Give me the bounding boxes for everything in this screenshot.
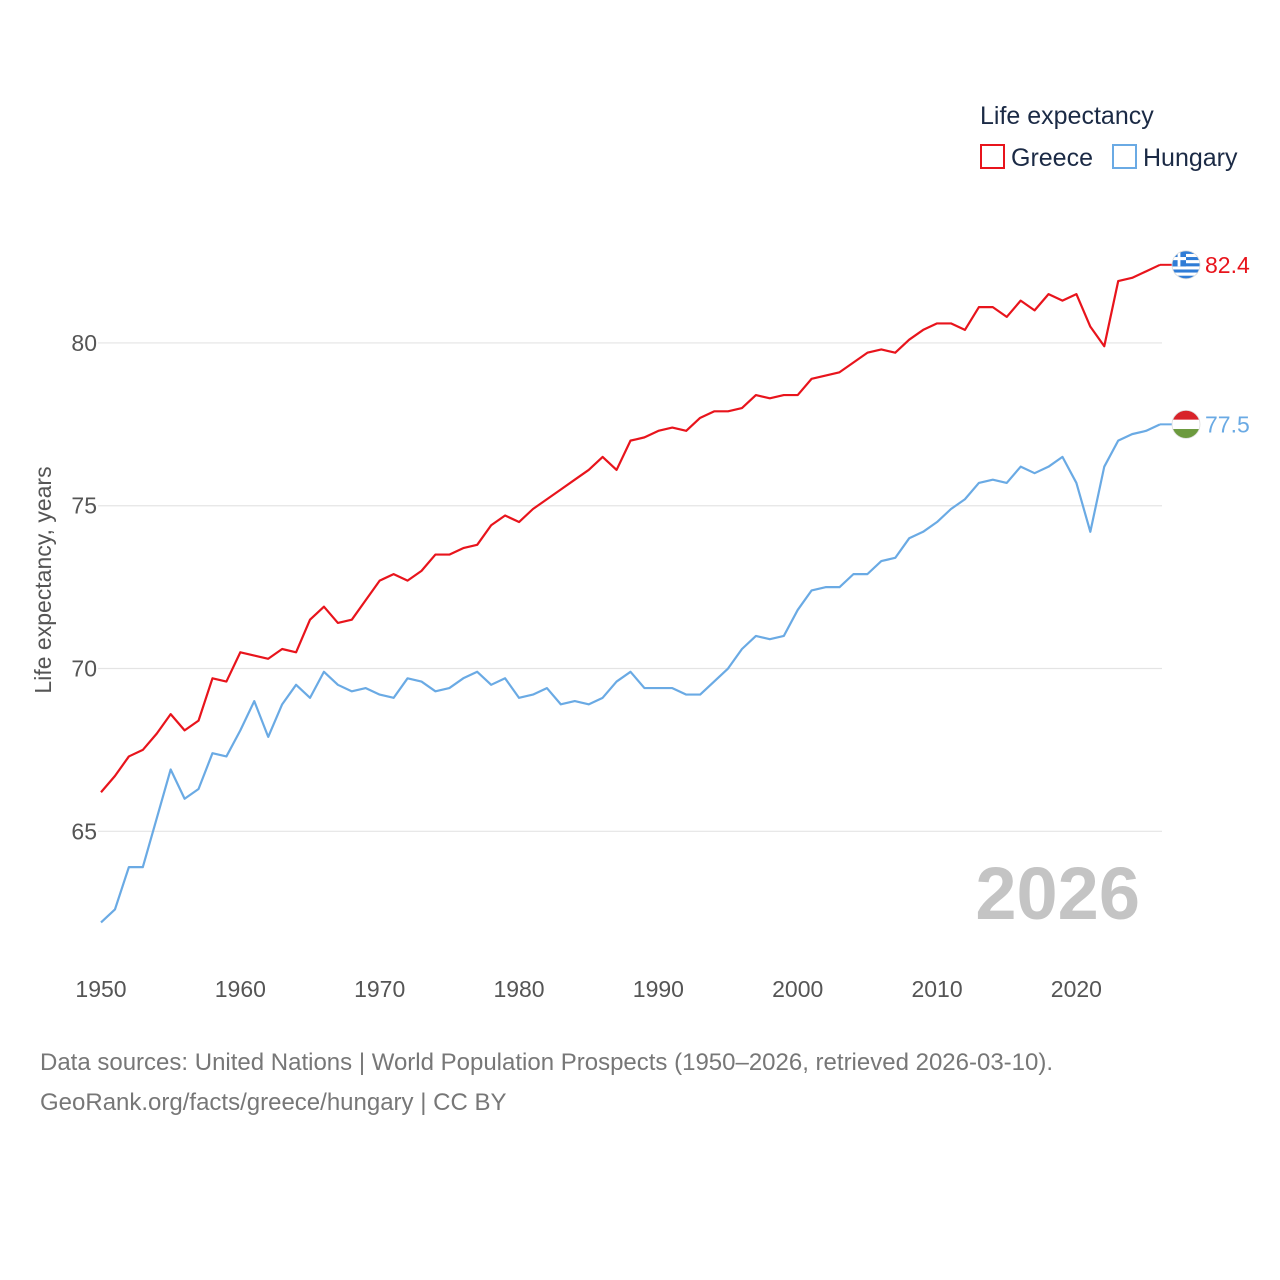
x-tick-1980: 1980 [493,976,544,1002]
attribution-link[interactable]: GeoRank.org/facts/greece/hungary | CC BY [40,1089,507,1116]
legend-title: Life expectancy [980,102,1154,130]
x-tick-1960: 1960 [215,976,266,1002]
x-tick-2020: 2020 [1051,976,1102,1002]
x-axis-ticks: 1950 1960 1970 1980 1990 2000 2010 2020 [75,976,1102,1002]
hungary-flag [1171,409,1201,439]
x-tick-1950: 1950 [75,976,126,1002]
end-value-label-hungary: 77.5 [1205,411,1250,437]
legend-swatch-greece [980,144,1005,169]
footer: Data sources: United Nations | World Pop… [40,1043,1053,1123]
y-tick-70: 70 [71,656,97,682]
y-axis-label: Life expectancy, years [30,466,56,693]
x-tick-1970: 1970 [354,976,405,1002]
greece-flag [1171,250,1201,280]
data-source-text: Data sources: United Nations | World Pop… [40,1049,1054,1076]
x-tick-1990: 1990 [633,976,684,1002]
legend-item-greece[interactable]: Greece [980,144,1093,172]
y-tick-75: 75 [71,493,97,519]
legend-label-hungary: Hungary [1143,144,1238,172]
legend: Life expectancy Greece Hungary [980,102,1238,172]
x-tick-2010: 2010 [911,976,962,1002]
legend-label-greece: Greece [1011,144,1093,172]
x-tick-2000: 2000 [772,976,823,1002]
end-value-label-greece: 82.4 [1205,252,1250,278]
series-line-hungary [100,423,1161,924]
y-tick-80: 80 [71,330,97,356]
y-axis-ticks: 65 70 75 80 [71,330,97,844]
end-markers: 82.4 77.5 [1160,250,1250,439]
series-lines [100,263,1161,924]
legend-item-hungary[interactable]: Hungary [1112,144,1238,172]
current-year-watermark: 2026 [975,852,1140,935]
series-line-greece [100,263,1161,793]
legend-swatch-hungary [1112,144,1137,169]
gridlines [98,342,1162,832]
y-tick-65: 65 [71,818,97,844]
